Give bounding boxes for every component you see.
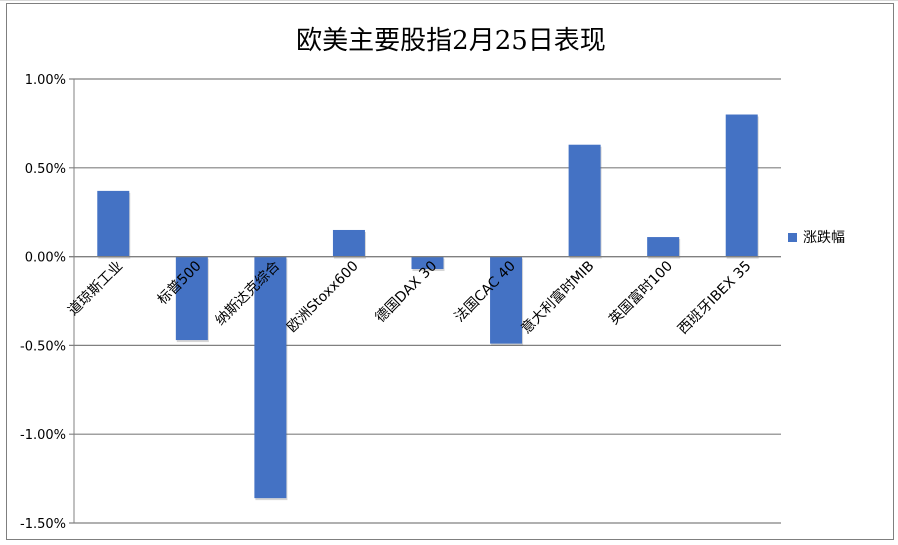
- y-tick-label: -1.50%: [20, 517, 66, 532]
- y-tick-label: 1.00%: [25, 73, 66, 88]
- y-tick-label: 0.00%: [25, 251, 66, 266]
- legend: 涨跌幅: [788, 227, 845, 247]
- bar: [647, 237, 680, 257]
- bar: [175, 256, 208, 341]
- y-tick-label: -1.00%: [20, 428, 66, 443]
- x-tick-label: 意大利富时MIB: [518, 257, 598, 337]
- bar: [490, 256, 523, 344]
- chart-title: 欧美主要股指2月25日表现: [296, 26, 606, 56]
- sheet-gridline-top: [0, 0, 898, 1]
- x-tick-label: 德国DAX 30: [372, 258, 440, 326]
- bar: [332, 229, 365, 257]
- y-tick-label: 0.50%: [25, 162, 66, 177]
- bar: [254, 256, 287, 499]
- x-tick-label: 英国富时100: [605, 257, 676, 328]
- x-tick-label: 欧洲Stoxx600: [284, 258, 362, 336]
- bar: [97, 190, 130, 257]
- bar: [725, 114, 758, 257]
- x-tick-label: 西班牙IBEX 35: [675, 258, 755, 338]
- bar: [568, 144, 601, 257]
- legend-label: 涨跌幅: [803, 230, 845, 246]
- bar: [411, 256, 444, 270]
- plot-svg: 1.00%0.50%0.00%-0.50%-1.00%-1.50%道琼斯工业 标普…: [20, 73, 781, 532]
- legend-swatch: [788, 232, 797, 242]
- y-tick-label: -0.50%: [20, 339, 66, 354]
- chart-area[interactable]: 欧美主要股指2月25日表现 1.00% 0.50% 0.00% -0.50% -1.00…: [6, 3, 894, 540]
